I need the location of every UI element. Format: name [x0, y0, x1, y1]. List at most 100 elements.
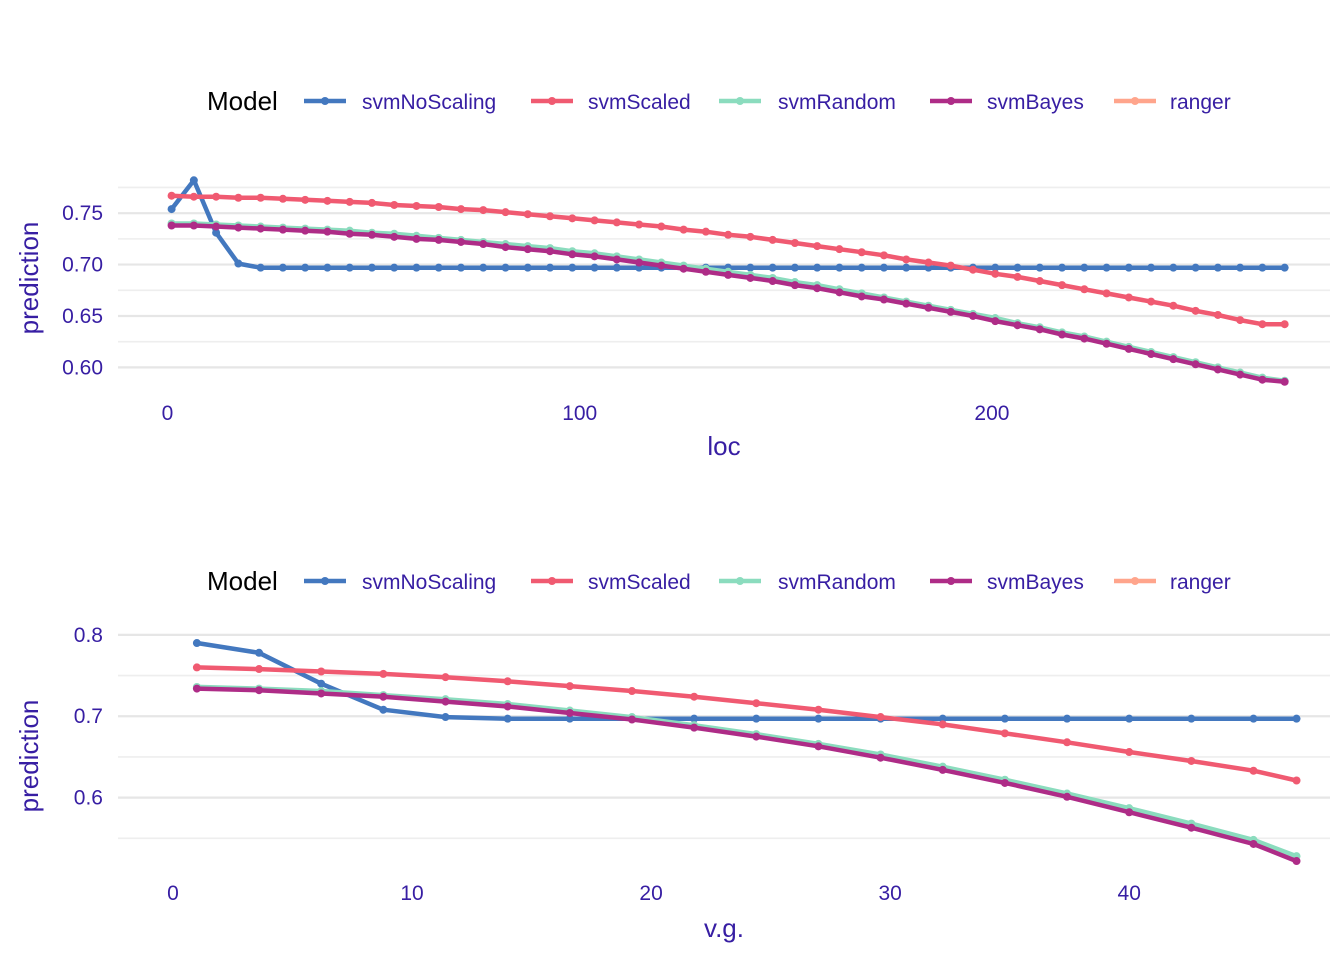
- legend-title: Model: [207, 566, 278, 596]
- series-line-svmBayes: [194, 686, 1299, 864]
- data-point-svmBayes: [690, 723, 699, 732]
- data-point-svmBayes: [456, 237, 465, 246]
- data-point-svmScaled: [1080, 285, 1089, 294]
- y-tick-label: 0.75: [62, 202, 103, 225]
- data-point-svmScaled: [690, 692, 699, 701]
- legend-swatch-point-ranger: [1131, 577, 1139, 585]
- data-point-svmScaled: [1191, 306, 1200, 315]
- data-point-svmScaled: [768, 235, 777, 244]
- data-point-svmScaled: [1102, 289, 1111, 298]
- data-point-svmScaled: [456, 205, 465, 214]
- data-point-svmBayes: [1280, 377, 1289, 386]
- data-point-svmBayes: [902, 299, 911, 308]
- data-point-svmNoScaling: [1147, 263, 1156, 272]
- data-point-svmBayes: [1249, 839, 1258, 848]
- data-point-svmBayes: [1000, 778, 1009, 787]
- data-point-svmNoScaling: [814, 714, 823, 723]
- data-point-svmNoScaling: [752, 714, 761, 723]
- x-tick-label: 100: [562, 402, 597, 425]
- data-point-svmBayes: [590, 252, 599, 261]
- data-point-svmScaled: [835, 245, 844, 254]
- legend-swatch-point-svmScaled: [548, 577, 556, 585]
- data-point-svmScaled: [256, 193, 265, 202]
- series-line-svmNoScaling: [194, 640, 1299, 721]
- data-point-svmBayes: [379, 692, 388, 701]
- data-point-svmNoScaling: [1058, 263, 1067, 272]
- data-point-svmScaled: [1169, 301, 1178, 310]
- data-point-svmScaled: [1147, 297, 1156, 306]
- data-point-svmScaled: [1292, 776, 1301, 785]
- data-point-svmNoScaling: [523, 263, 532, 272]
- data-point-svmNoScaling: [879, 263, 888, 272]
- data-point-svmNoScaling: [301, 263, 310, 272]
- legend: Model svmNoScaling svmScaled svmRandom svmBa…: [207, 566, 1231, 596]
- series-line-svmNoScaling: [169, 178, 1287, 270]
- data-point-svmBayes: [876, 753, 885, 762]
- data-point-svmScaled: [590, 216, 599, 225]
- data-point-svmBayes: [479, 240, 488, 249]
- data-point-svmNoScaling: [768, 263, 777, 272]
- data-point-svmNoScaling: [1169, 263, 1178, 272]
- data-point-svmNoScaling: [546, 263, 555, 272]
- data-point-svmBayes: [946, 307, 955, 316]
- x-axis-title: loc: [707, 431, 740, 461]
- data-point-svmScaled: [1013, 272, 1022, 281]
- data-point-svmNoScaling: [256, 263, 265, 272]
- data-point-svmBayes: [345, 229, 354, 238]
- data-point-svmNoScaling: [501, 263, 510, 272]
- data-point-svmBayes: [212, 222, 221, 231]
- series-line-svmBayes: [169, 223, 1287, 385]
- data-point-svmBayes: [367, 230, 376, 239]
- data-point-svmNoScaling: [1187, 714, 1196, 723]
- legend-swatch-point-ranger: [1131, 97, 1139, 105]
- data-point-svmNoScaling: [1249, 714, 1258, 723]
- data-point-svmBayes: [1191, 360, 1200, 369]
- data-point-svmBayes: [1058, 330, 1067, 339]
- data-point-svmBayes: [1187, 823, 1196, 832]
- data-point-svmScaled: [234, 193, 243, 202]
- data-point-svmNoScaling: [1292, 714, 1301, 723]
- data-point-svmBayes: [657, 261, 666, 270]
- data-point-svmBayes: [1013, 321, 1022, 330]
- data-point-svmScaled: [679, 225, 688, 234]
- data-point-svmBayes: [323, 227, 332, 236]
- legend-label-svmScaled: svmScaled: [588, 91, 691, 114]
- data-point-svmScaled: [968, 265, 977, 274]
- legend-swatch-point-svmRandom: [736, 577, 744, 585]
- data-point-svmScaled: [879, 251, 888, 260]
- legend-label-svmNoScaling: svmNoScaling: [362, 571, 496, 594]
- data-point-svmScaled: [367, 198, 376, 207]
- data-point-svmBayes: [612, 255, 621, 264]
- data-point-svmScaled: [1125, 748, 1134, 757]
- series-line-svmRandom: [194, 684, 1299, 859]
- data-point-svmBayes: [968, 311, 977, 320]
- legend-title: Model: [207, 86, 278, 116]
- data-point-svmBayes: [813, 284, 822, 293]
- data-point-svmScaled: [924, 258, 933, 267]
- data-point-svmNoScaling: [212, 228, 221, 237]
- legend-label-svmBayes: svmBayes: [987, 91, 1084, 114]
- data-point-svmScaled: [752, 699, 761, 708]
- data-point-svmBayes: [679, 264, 688, 273]
- data-point-svmScaled: [1236, 316, 1245, 325]
- data-point-svmScaled: [1035, 277, 1044, 286]
- data-point-svmBayes: [1258, 375, 1267, 384]
- data-point-svmScaled: [627, 687, 636, 696]
- data-point-svmBayes: [790, 281, 799, 290]
- data-point-svmNoScaling: [1063, 714, 1072, 723]
- data-point-svmNoScaling: [345, 263, 354, 272]
- data-point-svmNoScaling: [1102, 263, 1111, 272]
- data-point-svmNoScaling: [234, 259, 243, 268]
- data-point-svmScaled: [1124, 293, 1133, 302]
- data-point-svmScaled: [902, 255, 911, 264]
- data-point-svmScaled: [1000, 729, 1009, 738]
- data-point-svmNoScaling: [938, 714, 947, 723]
- data-point-svmBayes: [1124, 344, 1133, 353]
- data-point-svmScaled: [503, 677, 512, 686]
- data-point-svmBayes: [546, 247, 555, 256]
- data-point-svmNoScaling: [590, 263, 599, 272]
- data-point-svmScaled: [857, 248, 866, 257]
- data-point-svmNoScaling: [503, 714, 512, 723]
- data-point-svmBayes: [701, 267, 710, 276]
